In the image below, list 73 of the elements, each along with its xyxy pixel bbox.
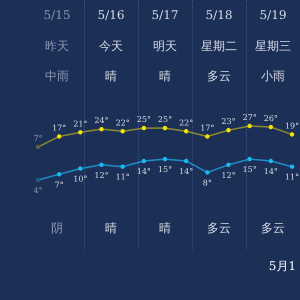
data-label: 8° bbox=[202, 178, 212, 188]
text: 5/18 bbox=[204, 8, 234, 22]
data-label: 15° bbox=[242, 165, 257, 174]
text: 阴 bbox=[50, 220, 64, 237]
point bbox=[268, 158, 274, 164]
data-label: 10° bbox=[73, 174, 88, 184]
data-label: 11° bbox=[284, 172, 300, 182]
point bbox=[290, 132, 294, 137]
data-label: 19° bbox=[284, 121, 300, 130]
point bbox=[142, 158, 146, 164]
point bbox=[268, 124, 274, 130]
point bbox=[226, 128, 231, 132]
text: 5月1 bbox=[268, 258, 296, 275]
data-label: 14° bbox=[179, 167, 194, 176]
text: 晴 bbox=[158, 68, 172, 85]
text: 5/17 bbox=[150, 8, 180, 22]
data-label: 11° bbox=[116, 172, 130, 182]
data-label: 12° bbox=[221, 170, 236, 180]
text: 今天 bbox=[98, 38, 124, 55]
text: 晴 bbox=[158, 220, 172, 237]
text: 晴 bbox=[104, 68, 118, 85]
data-label: 27° bbox=[242, 113, 257, 122]
text: 晴 bbox=[104, 220, 118, 237]
point bbox=[78, 166, 83, 171]
point bbox=[162, 156, 168, 162]
data-label: 21° bbox=[73, 119, 88, 128]
data-label: 17° bbox=[52, 124, 66, 132]
point bbox=[290, 164, 294, 169]
text: 多云 bbox=[206, 220, 232, 237]
point bbox=[120, 129, 125, 134]
data-label: 14° bbox=[136, 167, 151, 176]
point bbox=[226, 162, 231, 167]
data-label: 24° bbox=[94, 116, 109, 126]
data-label: 7° bbox=[54, 180, 64, 190]
data-label: 23° bbox=[221, 117, 236, 126]
point bbox=[120, 164, 125, 169]
point bbox=[184, 129, 188, 134]
data-label: 26° bbox=[264, 114, 278, 124]
text: 5/16 bbox=[96, 8, 126, 22]
point bbox=[36, 178, 40, 182]
point bbox=[78, 130, 83, 134]
text: 星期三 bbox=[254, 38, 292, 55]
point bbox=[99, 126, 104, 132]
data-label: 22° bbox=[116, 118, 130, 128]
data-label: 22° bbox=[179, 118, 194, 128]
data-label: 17° bbox=[200, 124, 214, 132]
data-label: 25° bbox=[158, 115, 172, 124]
data-label: 12° bbox=[94, 170, 109, 180]
text: 小雨 bbox=[260, 68, 286, 85]
point bbox=[247, 156, 252, 162]
text: 星期二 bbox=[200, 38, 238, 55]
data-label: 14° bbox=[264, 167, 278, 176]
point bbox=[162, 126, 168, 130]
point bbox=[36, 144, 40, 150]
point bbox=[184, 158, 188, 164]
text: 5/15 bbox=[42, 8, 72, 22]
text: 多云 bbox=[260, 220, 286, 237]
data-label: 7° bbox=[33, 134, 43, 143]
point bbox=[142, 126, 146, 130]
point bbox=[99, 162, 104, 167]
point bbox=[205, 134, 210, 139]
data-label: 15° bbox=[158, 165, 172, 174]
text: 明天 bbox=[152, 38, 178, 55]
data-label: 4° bbox=[33, 186, 43, 195]
text: 多云 bbox=[206, 68, 232, 85]
point bbox=[56, 172, 62, 176]
data-label: 25° bbox=[136, 115, 151, 124]
point bbox=[56, 134, 62, 139]
text: 昨天 bbox=[44, 38, 70, 55]
text: 5/19 bbox=[258, 8, 288, 22]
text: 中雨 bbox=[44, 68, 70, 85]
point bbox=[247, 124, 252, 128]
point bbox=[205, 170, 210, 175]
